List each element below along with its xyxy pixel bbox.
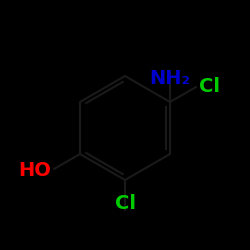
Text: HO: HO [18, 162, 51, 180]
Text: NH₂: NH₂ [150, 69, 190, 88]
Text: Cl: Cl [114, 194, 136, 213]
Text: Cl: Cl [199, 78, 220, 96]
